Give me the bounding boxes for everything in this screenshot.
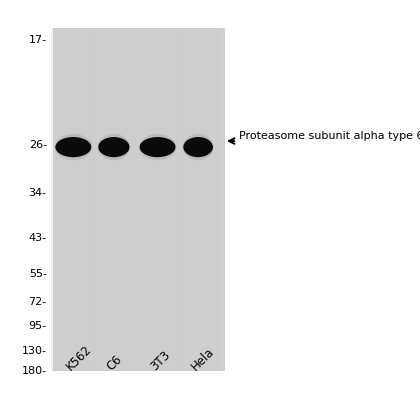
Text: 34-: 34-	[29, 189, 47, 198]
Ellipse shape	[183, 134, 214, 160]
Text: 180-: 180-	[22, 366, 47, 376]
Bar	[53, 28, 225, 371]
Ellipse shape	[97, 134, 130, 160]
Text: 43-: 43-	[29, 233, 47, 243]
Text: Hela: Hela	[189, 345, 217, 373]
Ellipse shape	[98, 137, 129, 157]
Bar	[176, 28, 220, 371]
Text: 130-: 130-	[22, 346, 47, 355]
Text: 95-: 95-	[29, 322, 47, 331]
Ellipse shape	[139, 137, 176, 157]
Text: K562: K562	[64, 343, 94, 373]
Bar	[92, 28, 136, 371]
Text: 72-: 72-	[29, 297, 47, 307]
Bar	[136, 28, 179, 371]
Bar	[52, 28, 95, 371]
Text: 3T3: 3T3	[148, 348, 173, 373]
Text: 26-: 26-	[29, 140, 47, 150]
Ellipse shape	[55, 134, 92, 160]
Text: 55-: 55-	[29, 269, 47, 279]
Ellipse shape	[139, 134, 176, 160]
Ellipse shape	[183, 137, 213, 157]
Text: Proteasome subunit alpha type 6: Proteasome subunit alpha type 6	[239, 131, 420, 141]
Text: 17-: 17-	[29, 35, 47, 45]
Text: C6: C6	[105, 353, 125, 373]
Ellipse shape	[55, 137, 91, 157]
